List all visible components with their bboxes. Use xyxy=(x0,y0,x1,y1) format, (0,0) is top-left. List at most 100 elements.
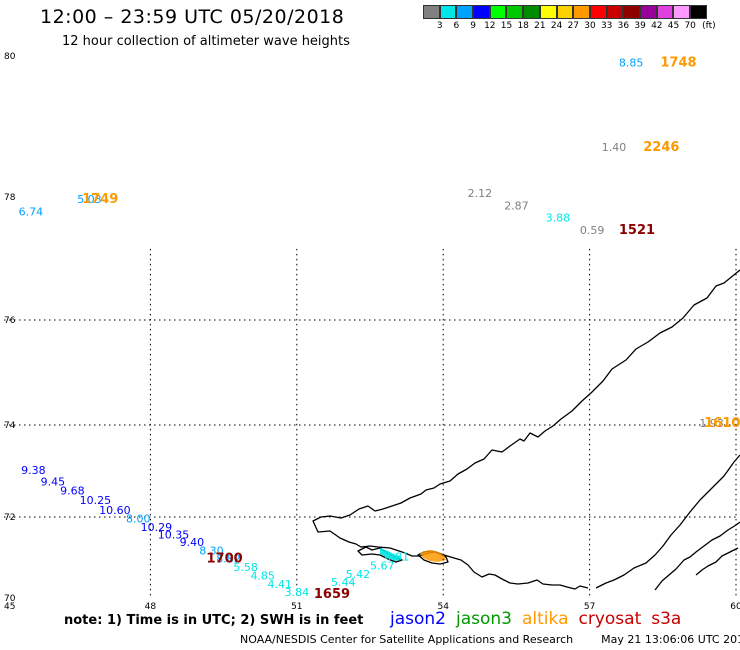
legend-swatch xyxy=(656,5,674,19)
legend-tick-label: 42 xyxy=(651,21,663,31)
swh-value: 10.35 xyxy=(158,528,190,541)
lon-tick-label: 57 xyxy=(584,602,595,612)
lat-tick-label: 78 xyxy=(4,193,16,203)
swh-value: 5.58 xyxy=(233,561,257,574)
lon-tick-label: 54 xyxy=(437,602,449,612)
pass-time: 1700 xyxy=(207,551,243,566)
legend-tick-label: 33 xyxy=(600,21,613,31)
swh-value: 9.40 xyxy=(180,536,205,549)
swh-value: 2.12 xyxy=(468,187,493,200)
swh-value: 8.85 xyxy=(619,57,644,70)
pass-time: 1659 xyxy=(314,587,350,602)
legend-tick-label: 45 xyxy=(667,21,680,31)
swh-value: 4.81 xyxy=(385,550,410,563)
swh-value: 10.29 xyxy=(141,521,173,534)
swh-value: 4.85 xyxy=(250,569,275,582)
swh-value: 8.00 xyxy=(126,513,151,526)
pass-time: 1521 xyxy=(619,223,655,238)
swh-value: 4.41 xyxy=(268,578,293,591)
credit-text: NOAA/NESDIS Center for Satellite Applica… xyxy=(240,633,574,646)
legend-swatch xyxy=(506,5,524,19)
swh-value: 2.87 xyxy=(504,199,529,212)
satellite-name: cryosat xyxy=(578,609,642,629)
page-title: 12:00 – 23:59 UTC 05/20/2018 xyxy=(40,6,345,28)
swh-value: 5.67 xyxy=(370,560,395,573)
legend-swatches xyxy=(423,5,707,19)
color-legend: 3 6 9 12 15 18 21 24 27 30 33 36 39 42 45 70 (ft) xyxy=(423,5,716,33)
legend-tick-label: 36 xyxy=(617,21,630,31)
swh-value: 8.30 xyxy=(199,544,224,557)
legend-tick-label: 3 xyxy=(436,21,443,31)
satellite-name: altika xyxy=(522,609,569,629)
legend-swatch xyxy=(556,5,574,19)
legend-tick-label: 18 xyxy=(517,21,529,31)
inlet-highlight xyxy=(380,548,446,562)
lat-tick-label: 76 xyxy=(4,316,16,326)
swh-value: 10.60 xyxy=(99,504,131,517)
legend-swatch xyxy=(473,5,490,19)
swh-value: 1.40 xyxy=(602,141,627,154)
swh-value: 9.38 xyxy=(21,464,46,477)
legend-ticks: 3 6 9 12 15 18 21 24 27 30 33 36 39 42 45 70 (ft) xyxy=(423,19,716,33)
lon-tick-label: 48 xyxy=(145,602,157,612)
corner-tick-label: 45 xyxy=(4,602,15,612)
pass-time: 1610 xyxy=(704,416,740,431)
legend-swatch xyxy=(539,5,557,19)
lat-tick-label: 74 xyxy=(4,421,16,431)
swh-value: 3.84 xyxy=(285,586,310,599)
swh-value: 5.44 xyxy=(331,576,356,589)
swh-value: 3.88 xyxy=(546,212,571,225)
legend-tick-label: 39 xyxy=(634,21,646,31)
swh-labels: 8.85 1.40 6.74 5.03 2.12 2.87 3.88 0.59 1.93 9.38… xyxy=(19,57,724,599)
swh-value: 10.25 xyxy=(80,494,112,507)
legend-tick-label: 6 xyxy=(453,21,460,31)
pass-time: 2246 xyxy=(643,140,679,155)
swh-value: 8.82 xyxy=(216,552,241,565)
swh-value: 9.45 xyxy=(41,475,66,488)
legend-tick-label: 24 xyxy=(550,21,563,31)
footer-note: note: 1) Time is in UTC; 2) SWH is in fe… xyxy=(64,613,364,628)
swh-value: 9.68 xyxy=(60,484,84,497)
lon-tick-label: 51 xyxy=(291,602,302,612)
time-labels: 1748 2246 1749 1521 1610 1700 1659 xyxy=(82,56,740,602)
swh-value: 5.42 xyxy=(346,568,371,581)
legend-swatch xyxy=(423,5,440,19)
legend-tick-label: 70 xyxy=(684,21,696,31)
legend-tick-label: 12 xyxy=(484,21,496,31)
pass-time: 1749 xyxy=(82,192,118,207)
lat-tick-label: 70 xyxy=(4,594,16,604)
legend-swatch xyxy=(639,5,657,19)
legend-swatch xyxy=(456,5,474,19)
legend-tick-label: 27 xyxy=(567,21,580,31)
swh-value: 1.93 xyxy=(699,417,724,430)
lat-tick-label: 72 xyxy=(4,513,15,523)
credit-timestamp: May 21 13:06:06 UTC 2018 xyxy=(601,633,740,646)
legend-unit: (ft) xyxy=(702,21,716,31)
legend-swatch xyxy=(623,5,640,19)
legend-swatch xyxy=(439,5,457,19)
axis-labels: 80 78 76 74 72 70 48 51 54 57 60 45 xyxy=(4,52,740,612)
satellite-name: s3a xyxy=(651,609,682,629)
legend-swatch xyxy=(606,5,624,19)
swh-value: 6.74 xyxy=(19,205,44,218)
legend-swatch xyxy=(573,5,590,19)
satellite-name: jason3 xyxy=(456,609,512,629)
footer-credit: NOAA/NESDIS Center for Satellite Applica… xyxy=(240,633,740,646)
coastline xyxy=(312,269,740,591)
lon-tick-label: 60 xyxy=(730,602,740,612)
legend-swatch xyxy=(523,5,540,19)
legend-swatch xyxy=(690,5,707,19)
legend-tick-label: 15 xyxy=(500,21,513,31)
satellite-legend: jason2 jason3 altika cryosat s3a xyxy=(390,609,691,629)
legend-swatch xyxy=(673,5,690,19)
legend-swatch xyxy=(589,5,607,19)
legend-tick-label: 9 xyxy=(470,21,476,31)
legend-tick-label: 30 xyxy=(584,21,596,31)
swh-value: 5.03 xyxy=(77,193,102,206)
page-subtitle: 12 hour collection of altimeter wave hei… xyxy=(62,34,350,49)
swh-value: 0.59 xyxy=(580,224,605,237)
satellite-name: jason2 xyxy=(390,609,446,629)
lat-tick-label: 80 xyxy=(4,52,16,62)
legend-tick-label: 21 xyxy=(534,21,546,31)
